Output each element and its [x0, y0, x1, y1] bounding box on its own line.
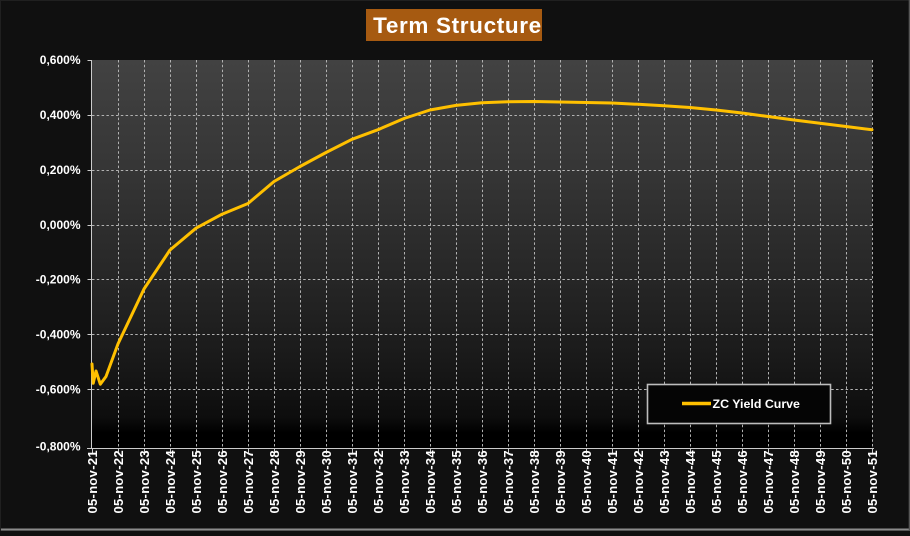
svg-text:05-nov-26: 05-nov-26: [215, 450, 230, 513]
svg-text:05-nov-41: 05-nov-41: [605, 450, 620, 513]
svg-text:05-nov-46: 05-nov-46: [735, 450, 750, 513]
svg-text:05-nov-43: 05-nov-43: [657, 450, 672, 513]
svg-text:05-nov-27: 05-nov-27: [241, 450, 256, 513]
svg-text:05-nov-25: 05-nov-25: [189, 450, 204, 513]
svg-text:-0,400%: -0,400%: [36, 328, 81, 342]
svg-text:ZC Yield Curve: ZC Yield Curve: [713, 397, 801, 411]
svg-text:05-nov-33: 05-nov-33: [397, 450, 412, 513]
svg-text:05-nov-34: 05-nov-34: [423, 450, 438, 514]
svg-text:0,600%: 0,600%: [40, 53, 81, 67]
svg-text:05-nov-51: 05-nov-51: [865, 450, 880, 513]
svg-text:05-nov-38: 05-nov-38: [527, 450, 542, 513]
svg-text:05-nov-42: 05-nov-42: [631, 450, 646, 513]
svg-text:05-nov-47: 05-nov-47: [761, 450, 776, 513]
svg-text:05-nov-36: 05-nov-36: [475, 450, 490, 513]
svg-text:0,400%: 0,400%: [40, 108, 81, 122]
svg-text:-0,600%: -0,600%: [36, 382, 81, 396]
svg-text:05-nov-39: 05-nov-39: [553, 450, 568, 513]
svg-text:05-nov-29: 05-nov-29: [293, 450, 308, 513]
svg-text:05-nov-23: 05-nov-23: [137, 450, 152, 513]
svg-text:-0,200%: -0,200%: [36, 273, 81, 287]
svg-text:05-nov-45: 05-nov-45: [709, 450, 724, 513]
svg-text:05-nov-50: 05-nov-50: [839, 450, 854, 513]
svg-text:05-nov-28: 05-nov-28: [267, 450, 282, 513]
svg-text:0,000%: 0,000%: [40, 218, 81, 232]
svg-text:0,200%: 0,200%: [40, 163, 81, 177]
svg-text:05-nov-40: 05-nov-40: [579, 450, 594, 513]
svg-text:05-nov-21: 05-nov-21: [85, 450, 100, 513]
svg-text:05-nov-30: 05-nov-30: [319, 450, 334, 513]
svg-text:05-nov-37: 05-nov-37: [501, 450, 516, 513]
svg-text:05-nov-31: 05-nov-31: [345, 450, 360, 513]
svg-text:05-nov-49: 05-nov-49: [813, 450, 828, 513]
svg-text:Term Structure: Term Structure: [373, 13, 542, 38]
svg-text:05-nov-44: 05-nov-44: [683, 450, 698, 514]
svg-text:05-nov-48: 05-nov-48: [787, 450, 802, 513]
svg-text:05-nov-35: 05-nov-35: [449, 450, 464, 513]
svg-text:-0,800%: -0,800%: [36, 439, 81, 453]
svg-text:05-nov-22: 05-nov-22: [111, 450, 126, 513]
svg-text:05-nov-32: 05-nov-32: [371, 450, 386, 513]
svg-text:05-nov-24: 05-nov-24: [163, 450, 178, 514]
